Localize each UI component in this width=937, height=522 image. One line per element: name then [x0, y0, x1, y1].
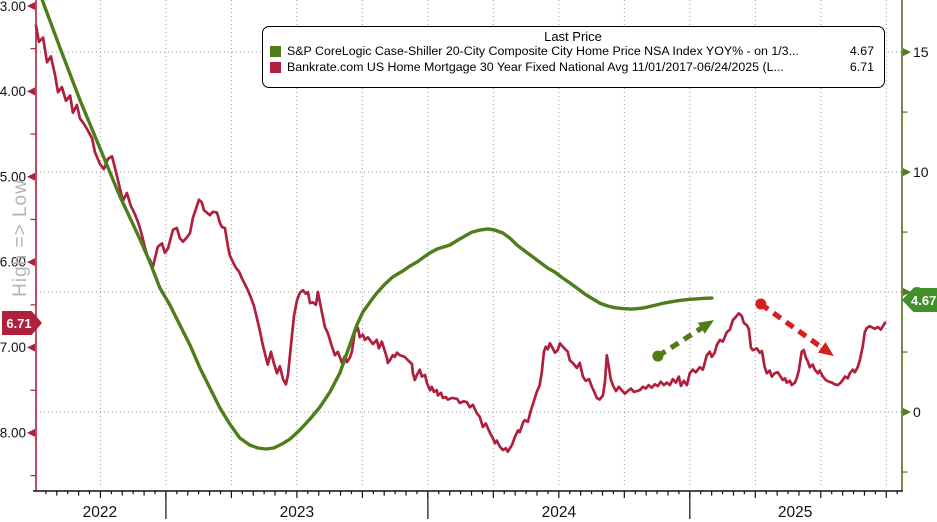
green-swatch-icon — [270, 46, 281, 58]
legend-label: S&P CoreLogic Case-Shiller 20-City Compo… — [287, 44, 799, 58]
left-axis-tick-label: 4.00 — [0, 84, 26, 99]
left-axis-tick-label: 6.00 — [0, 255, 26, 270]
red-trend-arrow-head — [817, 342, 834, 357]
left-tick-arrow-icon — [27, 172, 35, 181]
right-tick-arrow-icon — [903, 48, 911, 57]
legend-row-bankrate: Bankrate.com US Home Mortgage 30 Year Fi… — [270, 60, 876, 76]
right-axis-tick-label: 15 — [913, 44, 929, 60]
legend-value: 6.71 — [849, 59, 874, 74]
red-trend-arrow-shaft — [759, 301, 826, 352]
legend-box: Last Price S&P CoreLogic Case-Shiller 20… — [262, 26, 885, 88]
right-tick-arrow-icon — [903, 168, 911, 177]
right-axis-tick-label: 10 — [913, 164, 929, 180]
left-tick-arrow-icon — [27, 258, 35, 267]
legend-value: 4.67 — [849, 44, 874, 58]
legend-label: Bankrate.com US Home Mortgage 30 Year Fi… — [287, 59, 784, 74]
left-axis-tick-label: 5.00 — [0, 169, 26, 184]
year-label-2025: 2025 — [778, 504, 812, 521]
year-label-2022: 2022 — [83, 504, 117, 521]
left-axis-tick-label: 7.00 — [0, 340, 26, 355]
left-tick-arrow-icon — [27, 343, 35, 352]
left-axis-tick-label: 8.00 — [0, 425, 26, 440]
green-trend-arrow-shaft — [656, 324, 706, 359]
case-shiller-series-line — [40, 0, 714, 451]
green-trend-arrow-head — [697, 320, 714, 334]
legend-row-case-shiller: S&P CoreLogic Case-Shiller 20-City Compo… — [270, 44, 876, 60]
left-axis-tick-label: 3.00 — [0, 0, 26, 14]
right-tick-arrow-icon — [903, 288, 911, 297]
mortgage-rate-series-line — [34, 24, 887, 454]
right-tick-arrow-icon — [903, 408, 911, 417]
legend-title: Last Price — [544, 29, 602, 44]
crimson-swatch-icon — [270, 61, 281, 73]
left-tick-arrow-icon — [27, 1, 35, 10]
year-label-2023: 2023 — [280, 504, 314, 521]
left-tick-arrow-icon — [27, 428, 35, 437]
year-label-2024: 2024 — [542, 504, 577, 521]
left-axis-orientation-label: High => Low — [10, 179, 31, 297]
left-tick-arrow-icon — [27, 87, 35, 96]
right-axis-tick-label: 0 — [913, 404, 921, 420]
